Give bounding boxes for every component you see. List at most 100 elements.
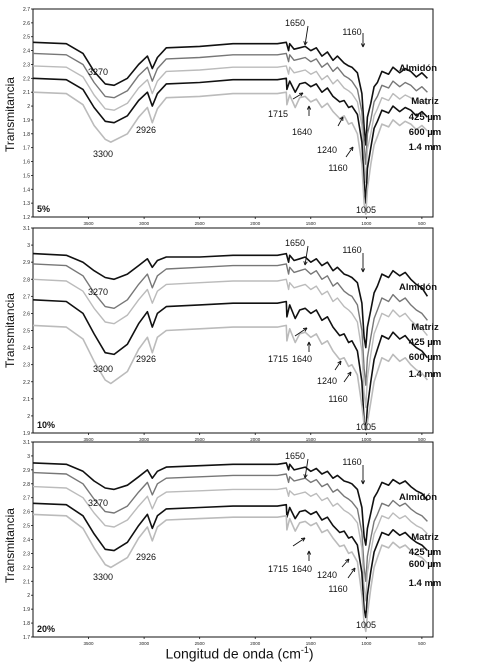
y-tick-label: 2.8 [23,277,30,283]
annotation-arrow-head [347,371,352,376]
y-tick-label: 2 [27,414,30,420]
annotation-arrow-shaft [341,558,350,568]
peak-annotation: 1160 [342,457,361,467]
x-tick-label: 3000 [139,641,150,646]
annotation-arrow-head [360,480,366,485]
y-tick-label: 2.4 [23,49,30,55]
x-tick-label: 3500 [84,221,95,226]
annotation-arrow-shaft [347,567,356,579]
annotation-arrow-shaft [337,116,344,127]
x-tick-label: 2500 [195,641,206,646]
annotation-arrow-shaft [345,146,354,158]
panel-3: 1.7 1.8 1.9 2 2.1 2.2 2.3 2.4 2.5 2.6 2.7 2.8 2.9 3 3.… [23,440,441,646]
panel-label: 10% [37,420,55,430]
annotation-arrow-shaft [304,25,309,46]
y-tick-label: 1.2 [23,215,30,221]
series-label: 1.4 mm [409,369,442,380]
series-label: Matriz [411,96,439,107]
peak-annotation: 2926 [136,354,156,364]
annotation-arrow-shaft [292,92,304,100]
annotation-arrow-head [360,43,366,48]
series-label: 425 µm [409,547,441,558]
peak-annotation: 1715 [268,109,288,119]
y-tick-label: 2 [27,593,30,599]
plot-frame [32,8,434,218]
x-tick-label: 1000 [361,641,372,646]
annotation-arrow-head [303,261,308,266]
series-label: 600 µm [409,352,441,363]
peak-annotation: 1650 [285,238,305,248]
y-tick-label: 3 [27,243,30,249]
peak-annotation: 1650 [285,18,305,28]
panel-label: 5% [37,204,50,214]
annotation-arrow-head [351,567,356,572]
y-tick-label: 2.1 [23,397,30,403]
annotation-arrow-head [337,360,342,366]
y-tick-label: 2.1 [23,579,30,585]
y-tick-label: 2.3 [23,62,30,68]
annotation-arrow-shaft [294,327,308,337]
peak-annotation: 1715 [268,564,288,574]
x-tick-label: 2000 [250,221,261,226]
peak-annotation: 1640 [292,127,312,137]
y-tick-label: 2.7 [23,294,30,300]
y-tick-label: 2.1 [23,90,30,96]
y-tick-label: 1.5 [23,173,30,179]
series-label: 425 µm [409,112,441,123]
y-tick-label: 1.6 [23,160,30,166]
peak-annotation: 1160 [328,394,347,404]
y-tick-label: 2.9 [23,260,30,266]
x-tick-label: 3000 [139,221,150,226]
x-tick-label: 1500 [306,437,317,442]
y-axis-title-panel-2: Transmitancia [3,293,17,368]
x-tick-label: 2500 [195,437,206,442]
x-axis-title: Longitud de onda (cm-1) [0,645,479,662]
x-tick-label: 1000 [361,221,372,226]
peak-annotation: 3270 [88,67,108,77]
peak-annotation: 1240 [317,376,337,386]
y-tick-label: 2.3 [23,551,30,557]
peak-annotation: 3300 [93,149,113,159]
y-tick-label: 1.9 [23,607,30,613]
annotation-arrow-head [303,41,308,46]
y-tick-label: 1.3 [23,201,30,207]
annotation-arrow-head [349,146,354,151]
peak-annotation: 2926 [136,125,156,135]
series-line-1-4-mm [32,513,428,633]
y-tick-label: 2.2 [23,565,30,571]
y-tick-label: 2.2 [23,380,30,386]
y-tick-label: 1.9 [23,431,30,437]
peak-annotation: 1640 [292,354,312,364]
peak-annotation: 3300 [93,364,113,374]
annotation-arrow-shaft [334,360,342,371]
annotation-arrow-head [306,105,312,110]
y-tick-label: 3.1 [23,226,30,232]
x-tick-label: 2500 [195,221,206,226]
series-line-1-4-mm [32,324,429,429]
panel-label: 20% [37,624,55,634]
annotation-arrow-head [300,537,306,542]
x-tick-label: 500 [418,221,426,226]
y-axis-title-panel-1: Transmitancia [3,77,17,152]
x-tick-label: 3500 [84,641,95,646]
y-tick-label: 1.7 [23,146,30,152]
series-line-matriz [32,471,428,582]
y-tick-label: 2.7 [23,496,30,502]
y-tick-label: 2.6 [23,510,30,516]
annotation-arrow-head [302,327,308,332]
series-line-600-m [32,502,428,619]
series-label: 600 µm [409,559,441,570]
series-label: 425 µm [409,337,441,348]
x-axis-title-unit-exponent: -1 [300,645,309,655]
x-tick-label: 2000 [250,437,261,442]
series-line-600-m [32,77,428,204]
series-line-425-m [32,65,428,183]
y-tick-label: 3 [27,454,30,460]
y-tick-label: 2.2 [23,76,30,82]
annotation-arrow-shaft [304,458,309,479]
annotation-arrow-head [345,558,350,564]
peak-annotation: 3300 [93,572,113,582]
annotation-arrow-shaft [304,245,309,266]
peak-annotation: 1715 [268,354,288,364]
